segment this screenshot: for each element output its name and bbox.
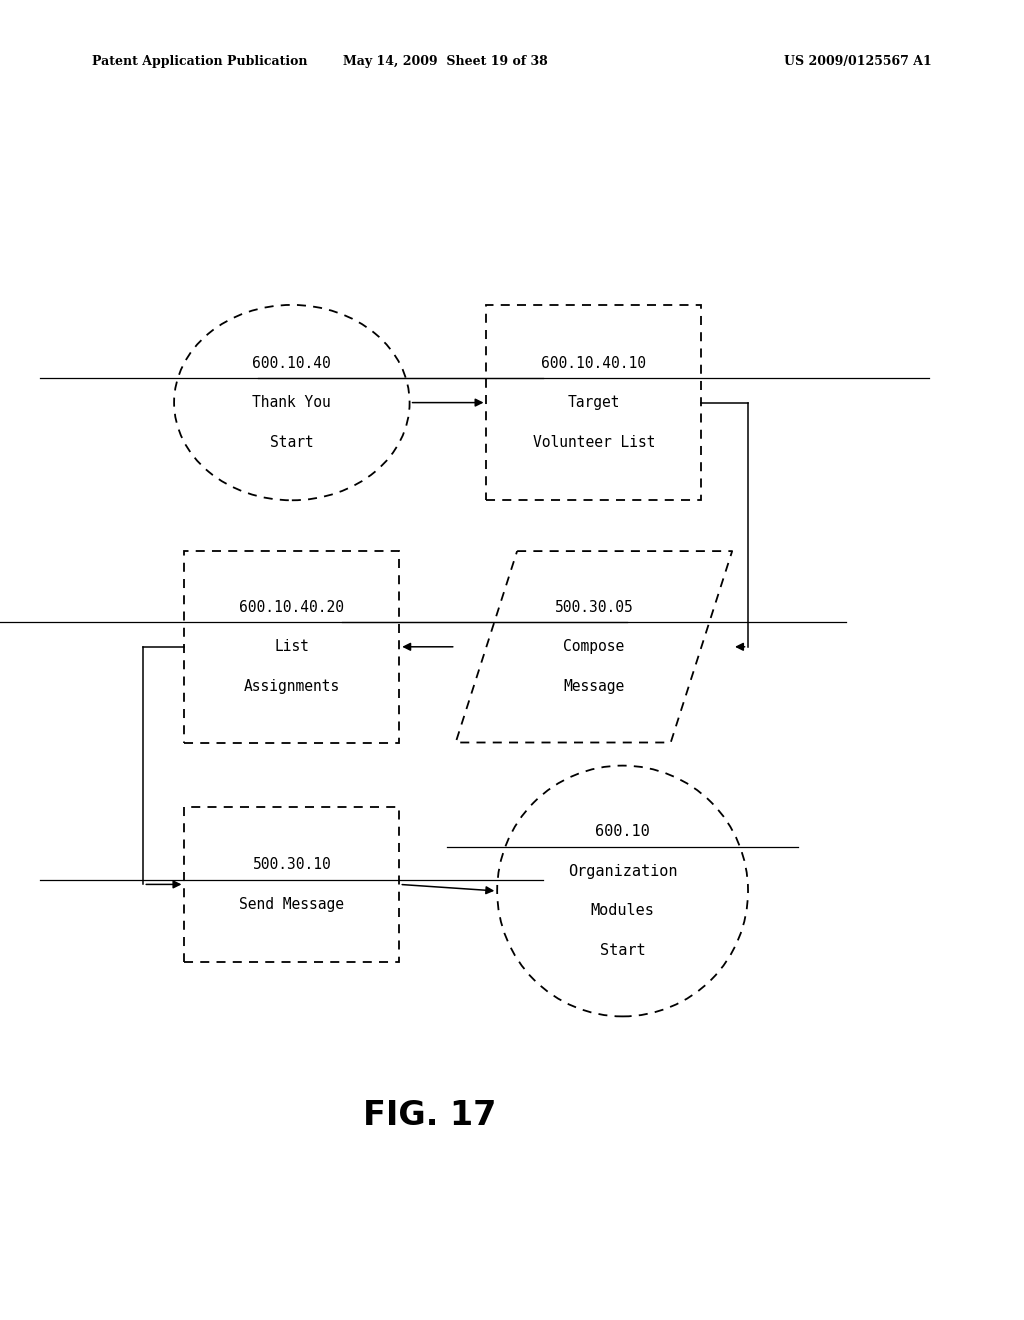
Text: May 14, 2009  Sheet 19 of 38: May 14, 2009 Sheet 19 of 38 (343, 55, 548, 69)
Text: 600.10: 600.10 (595, 824, 650, 840)
Text: Send Message: Send Message (240, 896, 344, 912)
Text: Compose: Compose (563, 639, 625, 655)
Text: 500.30.10: 500.30.10 (253, 857, 331, 873)
Text: Start: Start (270, 434, 313, 450)
Text: List: List (274, 639, 309, 655)
Text: Assignments: Assignments (244, 678, 340, 694)
Text: US 2009/0125567 A1: US 2009/0125567 A1 (784, 55, 932, 69)
Text: 600.10.40.10: 600.10.40.10 (542, 355, 646, 371)
Text: FIG. 17: FIG. 17 (364, 1098, 497, 1133)
Text: Target: Target (567, 395, 621, 411)
Text: Thank You: Thank You (253, 395, 331, 411)
Text: Patent Application Publication: Patent Application Publication (92, 55, 307, 69)
Text: Volunteer List: Volunteer List (532, 434, 655, 450)
Text: Message: Message (563, 678, 625, 694)
Text: Start: Start (600, 942, 645, 958)
Text: 600.10.40.20: 600.10.40.20 (240, 599, 344, 615)
Text: Organization: Organization (568, 863, 677, 879)
Text: 500.30.05: 500.30.05 (555, 599, 633, 615)
Text: 600.10.40: 600.10.40 (253, 355, 331, 371)
Text: Modules: Modules (591, 903, 654, 919)
